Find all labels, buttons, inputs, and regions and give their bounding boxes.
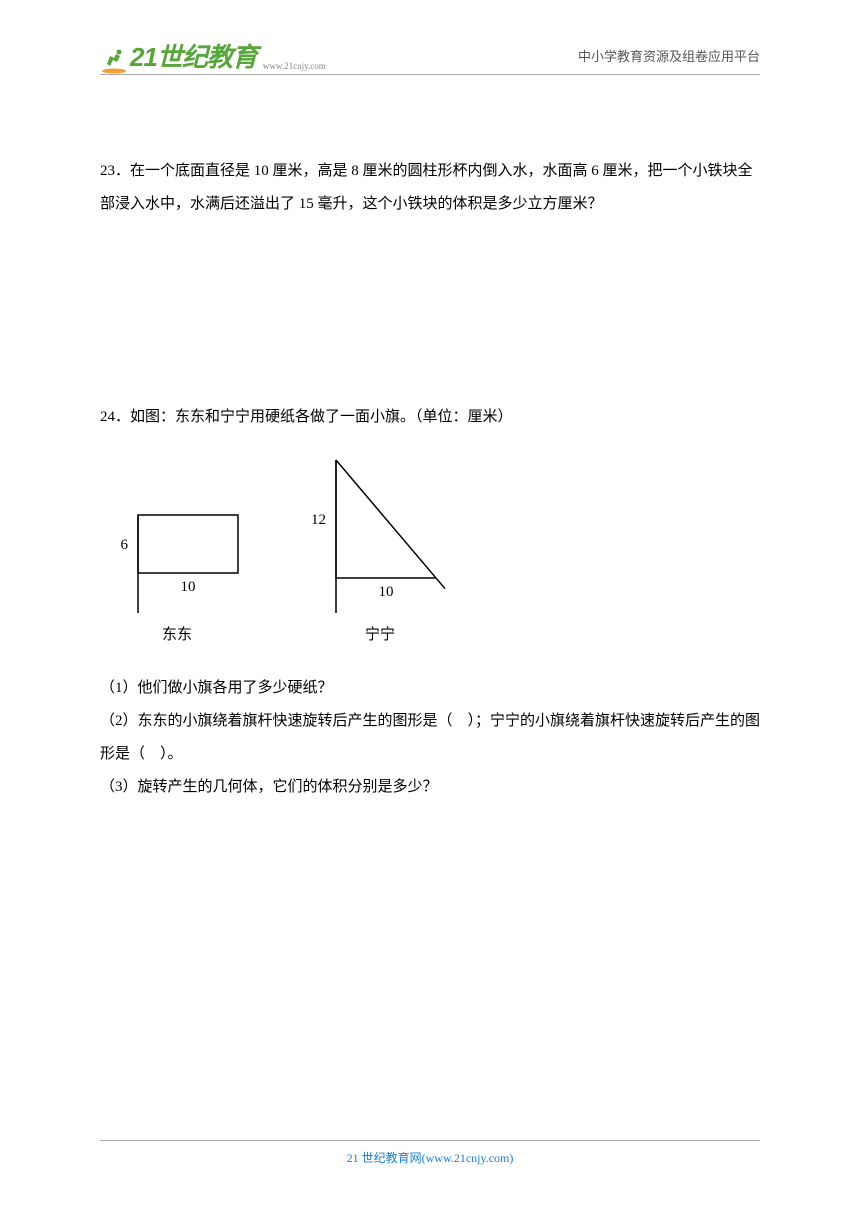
q23-text: ．在一个底面直径是 10 厘米，高是 8 厘米的圆柱形杯内倒入水，水面高 6 厘… <box>100 163 753 212</box>
q24-number: 24 <box>100 409 115 425</box>
runner-icon <box>100 46 128 74</box>
flag-dongdong: 6 10 东东 <box>110 509 244 652</box>
question-23: 23．在一个底面直径是 10 厘米，高是 8 厘米的圆柱形杯内倒入水，水面高 6… <box>100 155 760 221</box>
logo-url: www.21cnjy.com <box>263 61 326 71</box>
q24-intro-text: ．如图：东东和宁宁用硬纸各做了一面小旗。（单位：厘米） <box>115 409 513 425</box>
q24-intro: 24．如图：东东和宁宁用硬纸各做了一面小旗。（单位：厘米） <box>100 401 760 434</box>
question-24: 24．如图：东东和宁宁用硬纸各做了一面小旗。（单位：厘米） 610 东东 121… <box>100 401 760 804</box>
page-header: 21世纪教育 www.21cnjy.com 中小学教育资源及组卷应用平台 <box>0 30 860 80</box>
q24-sub1: （1）他们做小旗各用了多少硬纸？ <box>100 672 760 705</box>
svg-text:12: 12 <box>311 512 326 528</box>
q24-sub2: （2）东东的小旗绕着旗杆快速旋转后产生的图形是（ ）；宁宁的小旗绕着旗杆快速旋转… <box>100 705 760 771</box>
logo: 21世纪教育 www.21cnjy.com <box>100 37 326 74</box>
flag-ningning-name: 宁宁 <box>365 619 395 652</box>
flag-ningning: 12 10 宁宁 <box>304 454 456 652</box>
svg-text:10: 10 <box>379 584 394 600</box>
svg-text:6: 6 <box>121 537 129 553</box>
page-footer: 21 世纪教育网(www.21cnjy.com) <box>100 1140 760 1166</box>
header-subtitle: 中小学教育资源及组卷应用平台 <box>578 46 760 65</box>
content-area: 23．在一个底面直径是 10 厘米，高是 8 厘米的圆柱形杯内倒入水，水面高 6… <box>100 155 760 804</box>
footer-text: 21 世纪教育网(www.21cnjy.com) <box>347 1151 514 1165</box>
figures-row: 6 10 东东 12 10 宁宁 <box>110 454 760 652</box>
flag-dongdong-svg: 6 10 <box>110 509 244 613</box>
flag-ningning-svg: 12 10 <box>304 454 456 613</box>
q24-subquestions: （1）他们做小旗各用了多少硬纸？ （2）东东的小旗绕着旗杆快速旋转后产生的图形是… <box>100 672 760 804</box>
q23-number: 23 <box>100 163 115 179</box>
logo-text: 21世纪教育 <box>130 37 257 74</box>
svg-text:10: 10 <box>181 579 196 595</box>
flag-dongdong-name: 东东 <box>162 619 192 652</box>
header-rule <box>100 74 760 75</box>
q24-sub3: （3）旋转产生的几何体，它们的体积分别是多少？ <box>100 771 760 804</box>
